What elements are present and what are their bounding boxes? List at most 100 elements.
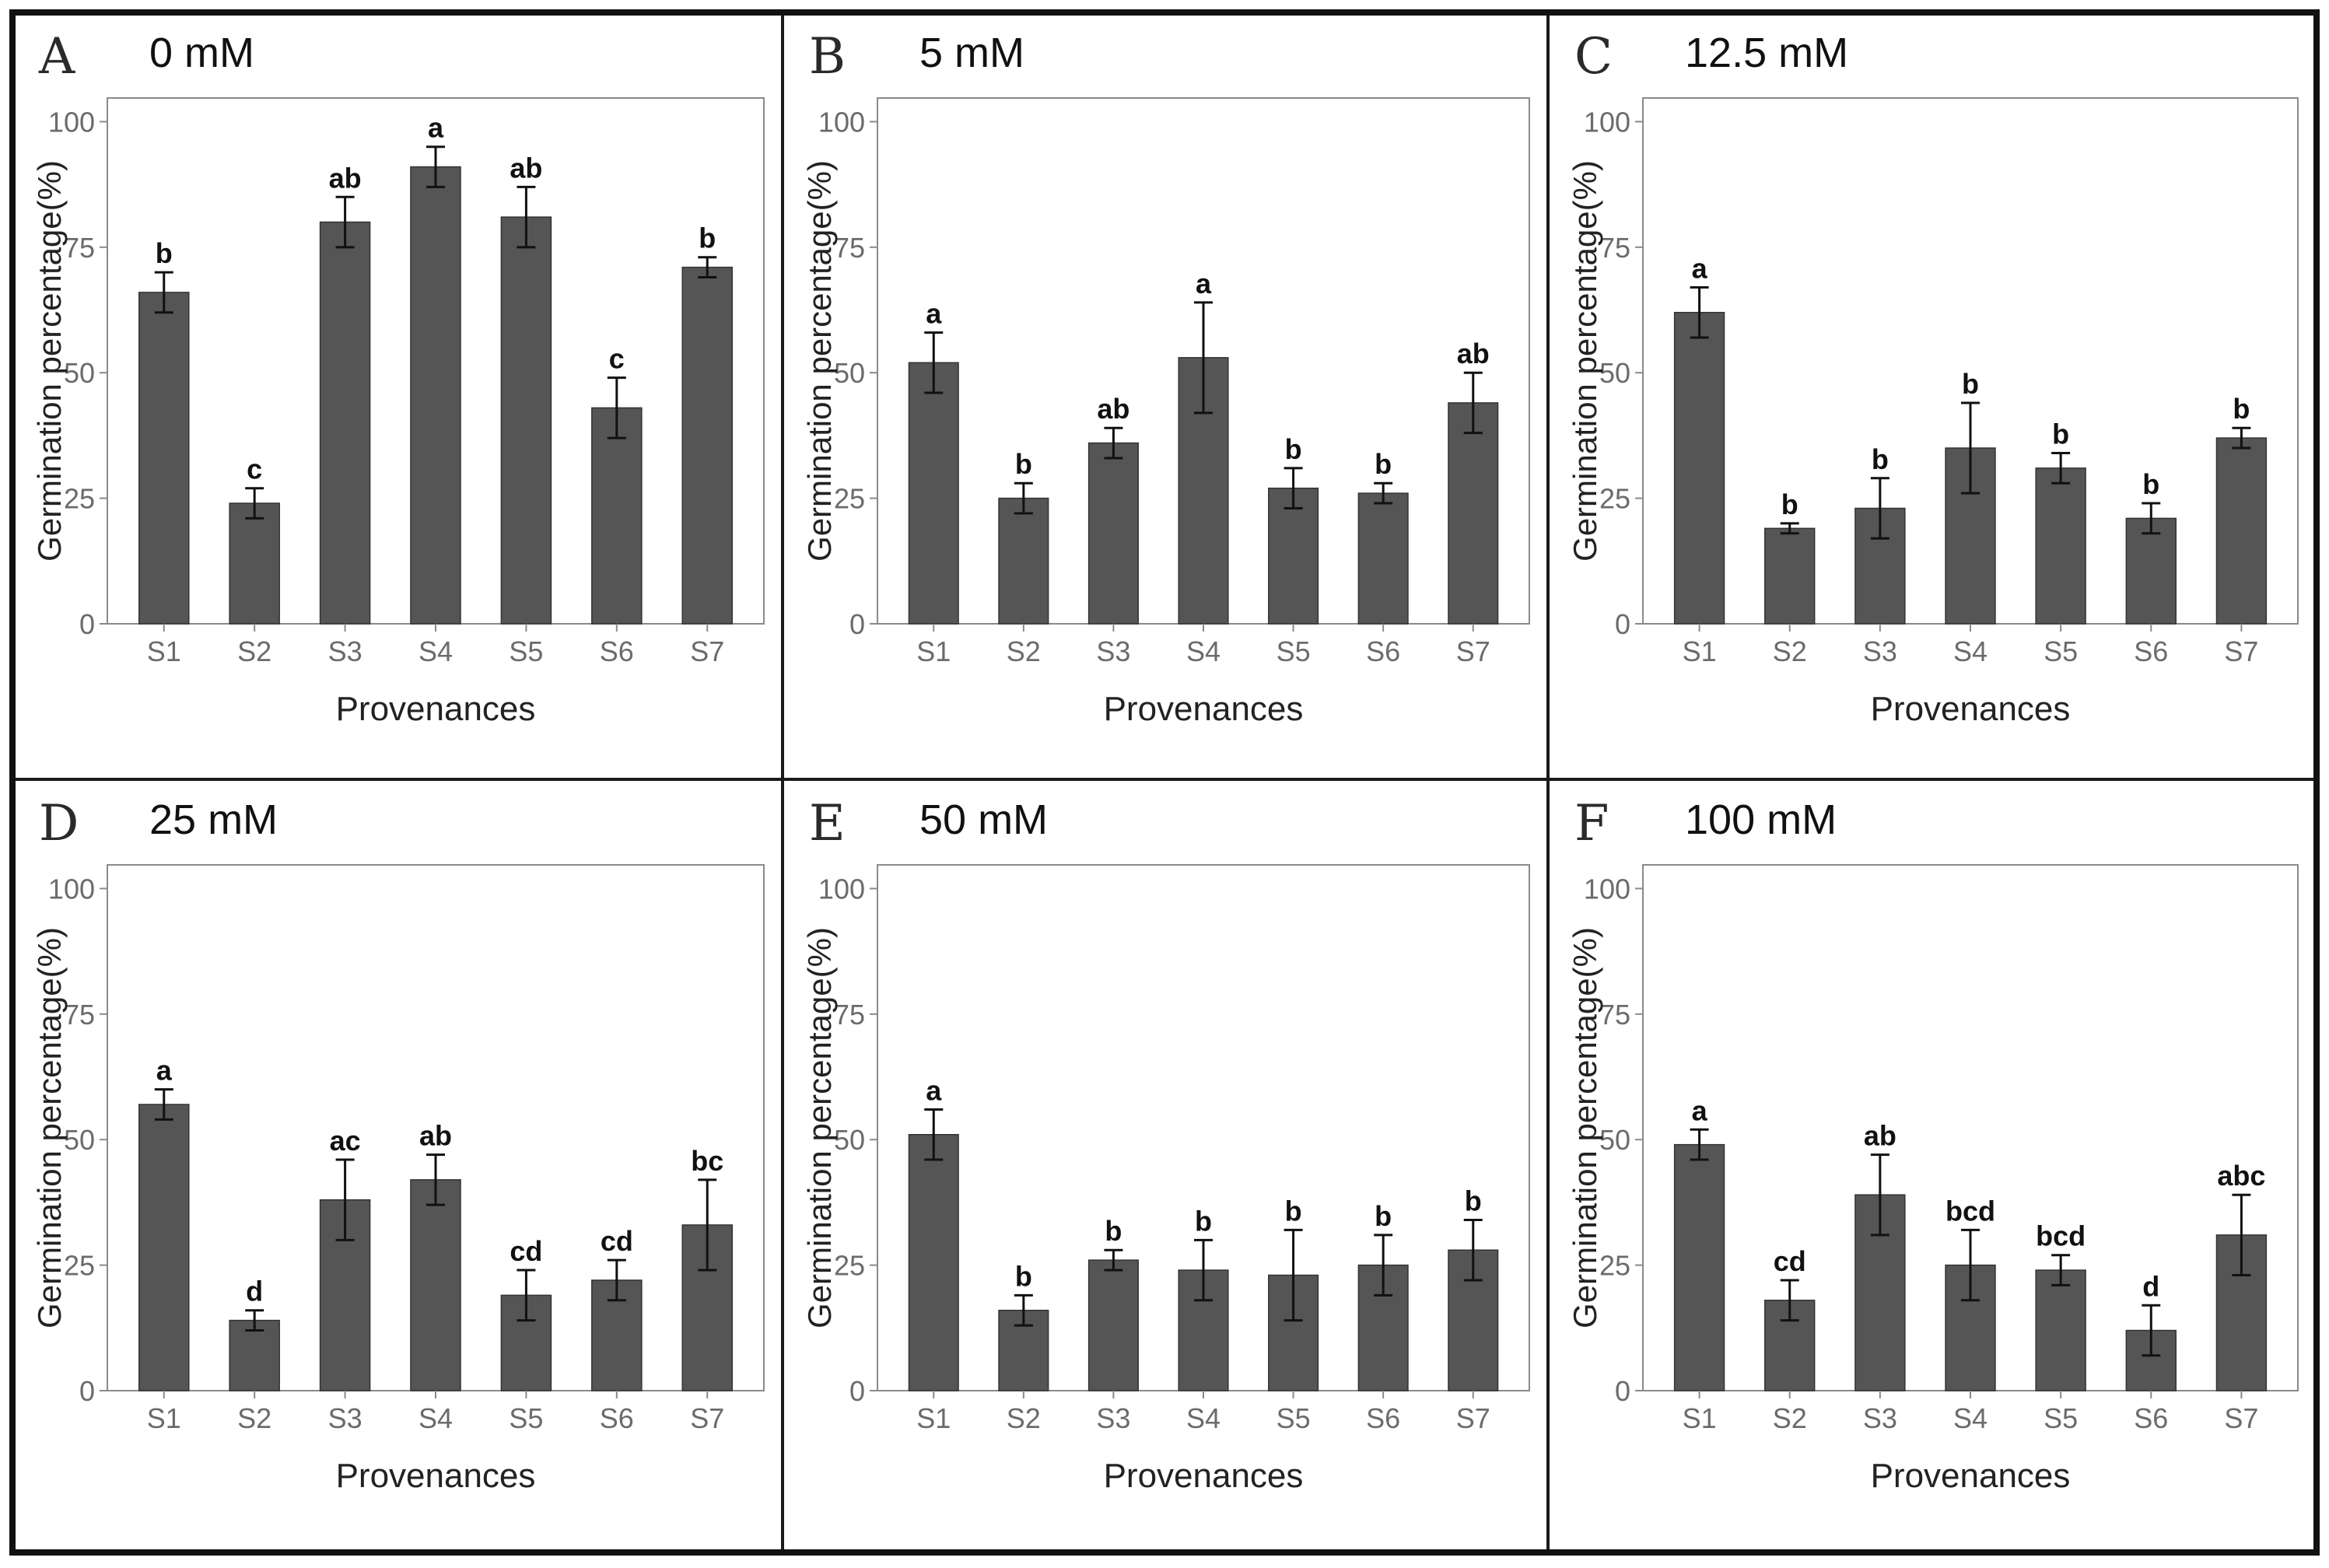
y-tick-label: 50 (1599, 1124, 1630, 1156)
y-tick-label: 0 (849, 1375, 865, 1407)
bar-s3 (319, 221, 371, 625)
x-tick-label: S4 (419, 635, 453, 667)
bar-s1 (1673, 1143, 1725, 1391)
x-tick-label: S1 (147, 635, 181, 667)
significance-label: bc (691, 1145, 723, 1177)
y-tick-label: 50 (834, 357, 865, 389)
x-tick-label: S6 (600, 635, 634, 667)
significance-label: abc (2217, 1160, 2265, 1192)
y-tick-label: 50 (64, 357, 95, 389)
x-tick-label: S2 (1773, 1402, 1807, 1434)
y-tick-label: 50 (834, 1124, 865, 1156)
significance-label: b (1465, 1185, 1482, 1217)
significance-label: b (1375, 448, 1392, 480)
x-tick-label: S1 (147, 1402, 181, 1434)
panel-letter: E (809, 795, 846, 852)
panel-letter: A (38, 28, 75, 86)
y-tick-label: 0 (849, 608, 865, 640)
significance-label: b (2142, 468, 2159, 500)
significance-label: cd (510, 1235, 542, 1267)
panel-letter: B (809, 28, 846, 86)
y-axis-label: Germination percentage(%) (31, 160, 68, 562)
y-tick-label: 100 (48, 873, 95, 905)
y-tick-label: 25 (64, 1250, 95, 1282)
y-tick-label: 50 (64, 1124, 95, 1156)
x-axis-label: Provenances (336, 1457, 536, 1495)
bar-s3 (1087, 442, 1139, 625)
bar-s1 (1673, 311, 1725, 625)
bar-s7 (1448, 1249, 1499, 1391)
panel-letter: D (39, 795, 79, 852)
x-tick-label: S6 (1366, 1402, 1400, 1434)
x-tick-label: S1 (1683, 1402, 1717, 1434)
x-axis-label: Provenances (1871, 690, 2071, 728)
y-tick-label: 75 (834, 999, 865, 1031)
bar-s7 (2215, 437, 2268, 625)
significance-label: ab (510, 152, 542, 184)
panel-title: 50 mM (919, 796, 1048, 843)
y-tick-label: 100 (1584, 873, 1630, 905)
x-axis-label: Provenances (1871, 1457, 2071, 1495)
x-tick-label: S2 (1773, 635, 1807, 667)
bar-s1 (138, 1104, 190, 1391)
x-tick-label: S7 (1456, 635, 1490, 667)
significance-label: a (156, 1055, 173, 1087)
x-tick-label: S3 (1863, 635, 1897, 667)
y-tick-label: 0 (1615, 1375, 1630, 1407)
x-tick-label: S5 (2044, 1402, 2078, 1434)
bar-s4 (410, 166, 461, 625)
y-tick-label: 0 (79, 608, 95, 640)
bar-s2 (1764, 527, 1816, 625)
panel-title: 0 mM (149, 30, 254, 76)
significance-label: b (1015, 1260, 1032, 1292)
x-tick-label: S4 (1186, 635, 1221, 667)
significance-label: b (699, 222, 716, 254)
y-tick-label: 25 (834, 483, 865, 515)
x-tick-label: S5 (2044, 635, 2078, 667)
significance-label: a (428, 112, 444, 144)
significance-label: d (246, 1276, 263, 1307)
y-axis-label: Germination percentage(%) (801, 160, 838, 562)
panel-title: 100 mM (1685, 796, 1837, 843)
figure-border (9, 9, 2320, 1556)
significance-label: c (247, 453, 262, 485)
y-axis-label: Germination percentage(%) (1567, 160, 1603, 562)
y-tick-label: 0 (79, 1375, 95, 1407)
panel-letter: F (1574, 795, 1609, 852)
x-tick-label: S3 (1096, 635, 1130, 667)
x-tick-label: S4 (419, 1402, 453, 1434)
chart-panel-a: A 0 mM 0 25 50 75 100 Germination percentage(%)… (11, 11, 784, 781)
bar-s6 (591, 407, 643, 625)
significance-label: ab (1864, 1120, 1896, 1152)
x-axis-label: Provenances (1104, 690, 1304, 728)
y-tick-label: 100 (818, 106, 865, 138)
y-axis-label: Germination percentage(%) (31, 927, 68, 1328)
bar-s5 (2035, 467, 2086, 625)
bar-s4 (410, 1179, 461, 1391)
x-axis-label: Provenances (1104, 1457, 1304, 1495)
significance-label: ab (1097, 393, 1129, 425)
bar-s7 (681, 266, 734, 625)
y-axis-label: Germination percentage(%) (801, 927, 838, 1328)
bar-s2 (229, 1319, 280, 1391)
significance-label: a (926, 298, 942, 330)
x-tick-label: S2 (1007, 635, 1041, 667)
x-tick-label: S3 (1096, 1402, 1130, 1434)
x-tick-label: S5 (1277, 1402, 1311, 1434)
x-tick-label: S3 (1863, 1402, 1897, 1434)
significance-label: bcd (2036, 1220, 2086, 1252)
y-tick-label: 25 (64, 483, 95, 515)
bar-s2 (229, 502, 280, 625)
significance-label: b (1285, 433, 1302, 465)
significance-label: b (1015, 448, 1032, 480)
chart-panel-f: F 100 mM 0 25 50 75 100 Germination percentage(… (1546, 778, 2318, 1554)
x-tick-label: S1 (916, 1402, 951, 1434)
significance-label: a (1692, 252, 1708, 284)
chart-panel-b: B 5 mM 0 25 50 75 100 Germination percentage(%)… (781, 11, 1550, 781)
significance-label: b (1781, 488, 1798, 520)
bar-s2 (998, 497, 1049, 625)
y-tick-label: 100 (48, 106, 95, 138)
significance-label: b (1872, 443, 1889, 475)
